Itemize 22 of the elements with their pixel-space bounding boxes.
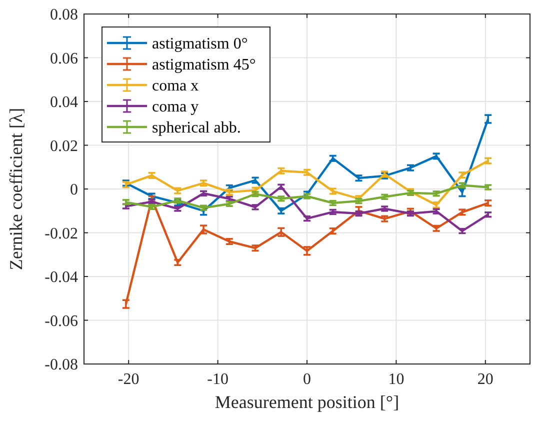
y-tick-label: 0.02 bbox=[50, 138, 78, 155]
y-tick-label: -0.08 bbox=[44, 356, 78, 374]
x-tick-label: -10 bbox=[207, 371, 228, 388]
y-tick-label: -0.02 bbox=[44, 225, 78, 242]
y-tick-label: 0.06 bbox=[50, 50, 78, 68]
y-axis-title: Zernike coefficient [λ] bbox=[6, 108, 26, 270]
legend-label: coma x bbox=[152, 78, 199, 95]
y-tick-label: 0.08 bbox=[50, 6, 78, 24]
legend-label: astigmatism 0° bbox=[152, 36, 248, 53]
x-tick-label: 10 bbox=[388, 371, 404, 388]
y-tick-label: 0.04 bbox=[50, 94, 78, 112]
x-tick-label: -20 bbox=[118, 371, 140, 388]
x-tick-label: 20 bbox=[477, 371, 494, 388]
y-tick-label: -0.06 bbox=[44, 312, 78, 330]
y-tick-label: -0.04 bbox=[44, 269, 78, 286]
legend-label: coma y bbox=[152, 98, 199, 116]
legend-label: astigmatism 45° bbox=[152, 56, 256, 74]
line-series bbox=[124, 160, 490, 206]
y-tick-label: 0 bbox=[70, 182, 78, 199]
x-tick-label: 0 bbox=[303, 371, 311, 388]
legend-label: spherical abb. bbox=[152, 120, 241, 137]
x-axis-title: Measurement position [°] bbox=[214, 392, 400, 412]
